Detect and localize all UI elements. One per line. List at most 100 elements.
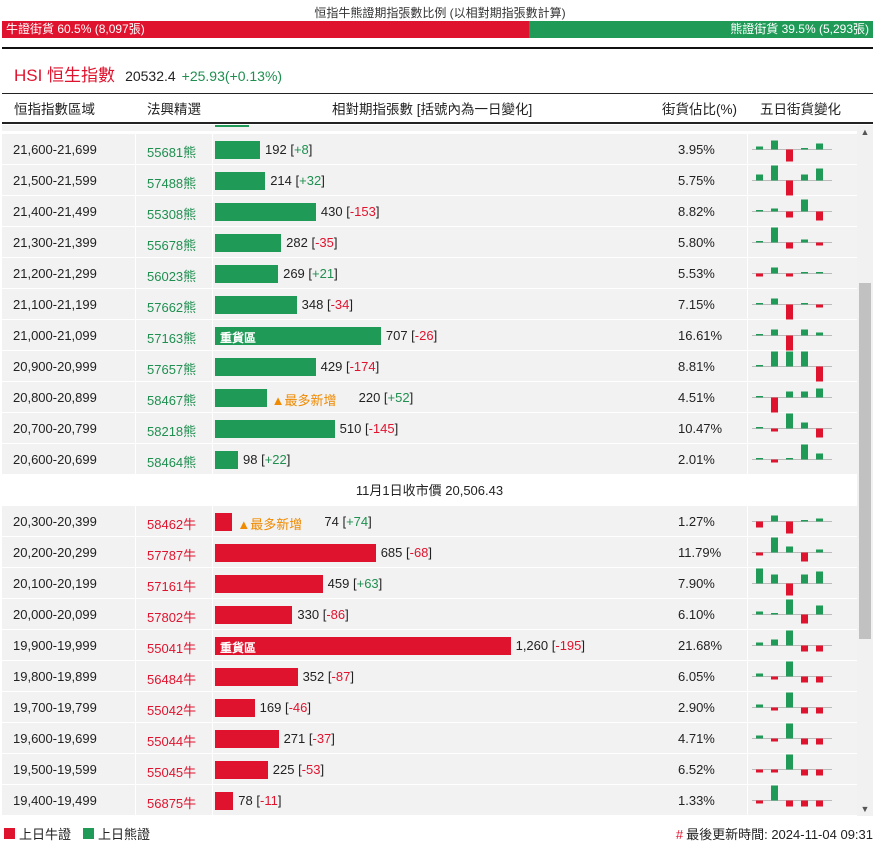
- warrant-code-link[interactable]: 58462牛: [147, 517, 197, 532]
- warrant-code-link[interactable]: 55042牛: [147, 703, 197, 718]
- contracts-count: 707: [385, 328, 408, 343]
- table-row[interactable]: 20,900-20,999 57657熊 429 [-174] 8.81%: [2, 351, 857, 382]
- warrant-code-link[interactable]: 57657熊: [147, 362, 197, 377]
- legend-bear: 上日熊證: [83, 824, 150, 843]
- table-row[interactable]: 20,000-20,099 57802牛 330 [-86] 6.10%: [2, 599, 857, 630]
- warrant-code-link[interactable]: 56484牛: [147, 672, 197, 687]
- spark-bar: [786, 546, 793, 553]
- table-row[interactable]: 20,600-20,699 58464熊 98 [+22] 2.01%: [2, 444, 857, 475]
- warrant-code-link[interactable]: 55308熊: [147, 207, 197, 222]
- table-row[interactable]: 20,200-20,299 57787牛 685 [-68] 11.79%: [2, 537, 857, 568]
- bracket-open: [: [342, 204, 350, 219]
- scroll-down-arrow-icon[interactable]: ▼: [860, 804, 870, 814]
- column-separator: [135, 196, 136, 227]
- warrant-code-link[interactable]: 55041牛: [147, 641, 197, 656]
- spark-bar: [756, 642, 763, 646]
- column-separator: [747, 537, 748, 568]
- spark-bar: [816, 645, 823, 652]
- table-row[interactable]: 19,600-19,699 55044牛 271 [-37] 4.71%: [2, 723, 857, 754]
- bracket-open: [: [305, 731, 313, 746]
- scrollbar[interactable]: ▲ ▼: [857, 125, 873, 816]
- warrant-code-link[interactable]: 55044牛: [147, 734, 197, 749]
- spark-bar: [786, 211, 793, 218]
- warrant-code-link[interactable]: 57662熊: [147, 300, 197, 315]
- warrant-code-link[interactable]: 56023熊: [147, 269, 197, 284]
- spark-bar: [756, 334, 763, 336]
- spark-bar: [816, 518, 823, 522]
- contracts-bar: [215, 792, 234, 810]
- column-separator: [212, 134, 213, 165]
- table-row[interactable]: 19,800-19,899 56484牛 352 [-87] 6.05%: [2, 661, 857, 692]
- spark-bar: [756, 396, 763, 398]
- warrant-code-link[interactable]: 56875牛: [147, 796, 197, 811]
- contracts-value: 348 [-34]: [302, 297, 353, 312]
- table-row[interactable]: 20,100-20,199 57161牛 459 [+63] 7.90%: [2, 568, 857, 599]
- daily-change: -153: [349, 204, 376, 219]
- spark-bar: [786, 149, 793, 162]
- spark-bar: [756, 365, 763, 367]
- contracts-value: 271 [-37]: [284, 731, 335, 746]
- table-row[interactable]: 19,500-19,599 55045牛 225 [-53] 6.52%: [2, 754, 857, 785]
- column-separator: [747, 568, 748, 599]
- column-separator: [747, 227, 748, 258]
- warrant-code-link[interactable]: 57161牛: [147, 579, 197, 594]
- bracket-open: [: [548, 638, 556, 653]
- warrant-code-link[interactable]: 57787牛: [147, 548, 197, 563]
- table-row[interactable]: 21,500-21,599 57488熊 214 [+32] 5.75%: [2, 165, 857, 196]
- column-separator: [135, 568, 136, 599]
- table-row[interactable]: 21,300-21,399 55678熊 282 [-35] 5.80%: [2, 227, 857, 258]
- warrant-code-link[interactable]: 57802牛: [147, 610, 197, 625]
- contracts-count: 192: [265, 142, 287, 157]
- daily-change: -35: [315, 235, 334, 250]
- bracket-close: ]: [331, 731, 335, 746]
- table-row[interactable]: 20,300-20,399 58462牛 ▲最多新增 74 [+74] 1.27%: [2, 506, 857, 537]
- spark-bar: [816, 366, 823, 382]
- legend-bear-label: 上日熊證: [98, 827, 151, 842]
- spark-bar: [801, 422, 808, 429]
- column-header-range: 恒指指數區域: [14, 102, 95, 117]
- warrant-code-link[interactable]: 58218熊: [147, 424, 197, 439]
- last-updated-text: 最後更新時間: 2024-11-04 09:31: [686, 827, 873, 842]
- table-body[interactable]: 21,600-21,699 55681熊 192 [+8] 3.95% 21,500-2…: [2, 125, 857, 816]
- daily-change: -11: [260, 793, 278, 808]
- daily-change: -53: [301, 762, 321, 777]
- warrant-code-link[interactable]: 57488熊: [147, 176, 197, 191]
- table-row[interactable]: 21,600-21,699 55681熊 192 [+8] 3.95%: [2, 134, 857, 165]
- table-row[interactable]: 21,400-21,499 55308熊 430 [-153] 8.82%: [2, 196, 857, 227]
- table-row[interactable]: 21,100-21,199 57662熊 348 [-34] 7.15%: [2, 289, 857, 320]
- warrant-code-link[interactable]: 55678熊: [147, 238, 197, 253]
- table-row[interactable]: 21,000-21,099 57163熊 重貨區 707 [-26] 16.61%: [2, 320, 857, 351]
- warrant-code-link[interactable]: 55681熊: [147, 145, 197, 160]
- legend-bull: 上日牛證: [4, 824, 71, 843]
- scroll-up-arrow-icon[interactable]: ▲: [860, 127, 870, 137]
- table-row[interactable]: 19,700-19,799 55042牛 169 [-46] 2.90%: [2, 692, 857, 723]
- bracket-open: [: [252, 793, 260, 808]
- table-row[interactable]: 21,200-21,299 56023熊 269 [+21] 5.53%: [2, 258, 857, 289]
- warrant-code-link[interactable]: 58467熊: [147, 393, 197, 408]
- column-separator: [135, 258, 136, 289]
- range-cell: 19,800-19,899: [13, 669, 97, 684]
- index-change: +25.93(+0.13%): [181, 68, 283, 84]
- scroll-thumb[interactable]: [859, 283, 871, 639]
- range-cell: 21,100-21,199: [13, 297, 97, 312]
- table-row[interactable]: 19,900-19,999 55041牛 重貨區 1,260 [-195] 21.68%: [2, 630, 857, 661]
- spark-bar: [801, 148, 808, 150]
- spark-bar: [786, 583, 793, 596]
- column-separator: [135, 630, 136, 661]
- column-separator: [212, 413, 213, 444]
- column-separator: [135, 599, 136, 630]
- warrant-code-link[interactable]: 58464熊: [147, 455, 197, 470]
- contracts-value: 169 [-46]: [260, 700, 311, 715]
- table-row[interactable]: 20,800-20,899 58467熊 ▲最多新增 220 [+52] 4.51%: [2, 382, 857, 413]
- warrant-code-link[interactable]: 57163熊: [147, 331, 197, 346]
- spark-bar: [771, 537, 778, 553]
- five-day-change-chart: [752, 329, 832, 351]
- table-row[interactable]: 19,400-19,499 56875牛 78 [-11] 1.33%: [2, 785, 857, 816]
- column-separator: [135, 134, 136, 165]
- table-row[interactable]: 20,700-20,799 58218熊 510 [-145] 10.47%: [2, 413, 857, 444]
- warrant-code-link[interactable]: 55045牛: [147, 765, 197, 780]
- bracket-open: [: [281, 700, 289, 715]
- contracts-count: 74: [324, 514, 339, 529]
- spark-bar: [816, 332, 823, 336]
- spark-bar: [801, 574, 808, 584]
